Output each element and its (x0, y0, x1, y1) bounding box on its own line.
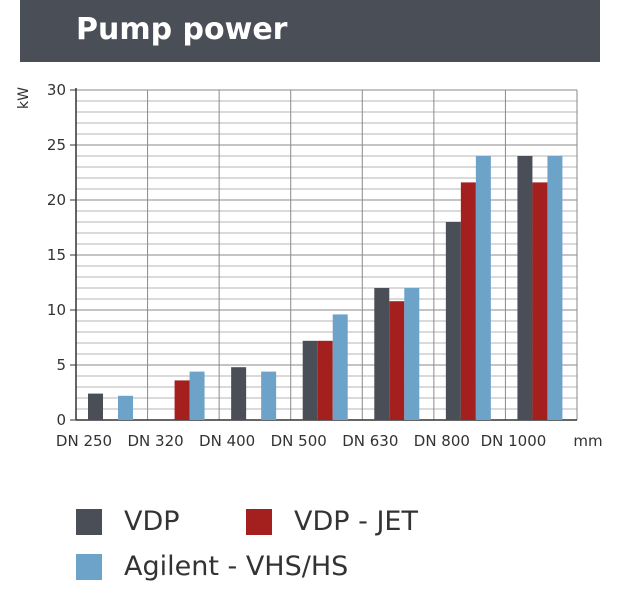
bar (302, 340, 318, 420)
legend-item-vdp: VDP (76, 506, 180, 537)
bar (261, 371, 277, 420)
bar (445, 222, 461, 420)
y-tick-label: 20 (47, 191, 66, 209)
x-tick-label: DN 1000 (481, 432, 547, 450)
bar-chart: 0 5 10 15 20 25 30 kW DN 250 DN 320 DN 400 DN 500 DN… (16, 81, 603, 450)
y-tick-label: 0 (56, 411, 66, 429)
x-tick-label: DN 250 (56, 432, 112, 450)
bar (389, 301, 405, 420)
x-axis-label: mm (573, 432, 602, 450)
y-tick-label: 5 (56, 356, 66, 374)
y-tick-label: 10 (47, 301, 66, 319)
bar (231, 367, 247, 420)
bar (460, 182, 476, 420)
x-tick-label: DN 630 (342, 432, 398, 450)
legend-label-vdp-jet: VDP - JET (294, 506, 418, 537)
chart-title: Pump power (76, 12, 288, 47)
y-tick-label: 15 (47, 246, 66, 264)
legend-swatch-vdp-jet (246, 508, 272, 535)
legend-label-agilent: Agilent - VHS/HS (124, 551, 349, 582)
bar (174, 380, 190, 420)
y-tick-label: 30 (47, 81, 66, 99)
legend-swatch-agilent (76, 553, 102, 580)
bar (517, 156, 533, 420)
y-tick-label: 25 (47, 136, 66, 154)
bar (404, 288, 420, 420)
x-tick-label: DN 800 (414, 432, 470, 450)
legend-item-agilent: Agilent - VHS/HS (76, 551, 348, 582)
legend-swatch-vdp (76, 508, 102, 535)
bar (475, 156, 491, 420)
legend-item-vdp-jet: VDP - JET (246, 506, 418, 537)
legend-label-vdp: VDP (124, 506, 180, 537)
bar (88, 393, 103, 420)
x-tick-label: DN 320 (127, 432, 183, 450)
x-tick-label: DN 500 (271, 432, 327, 450)
bar (547, 156, 563, 420)
bar (374, 288, 390, 420)
bar (317, 340, 333, 420)
y-axis-label: kW (16, 87, 32, 109)
bar (118, 395, 133, 420)
bar (332, 314, 348, 420)
bar (532, 182, 548, 420)
x-tick-label: DN 400 (199, 432, 255, 450)
bar (189, 371, 205, 420)
title-bar: Pump power (20, 0, 600, 62)
